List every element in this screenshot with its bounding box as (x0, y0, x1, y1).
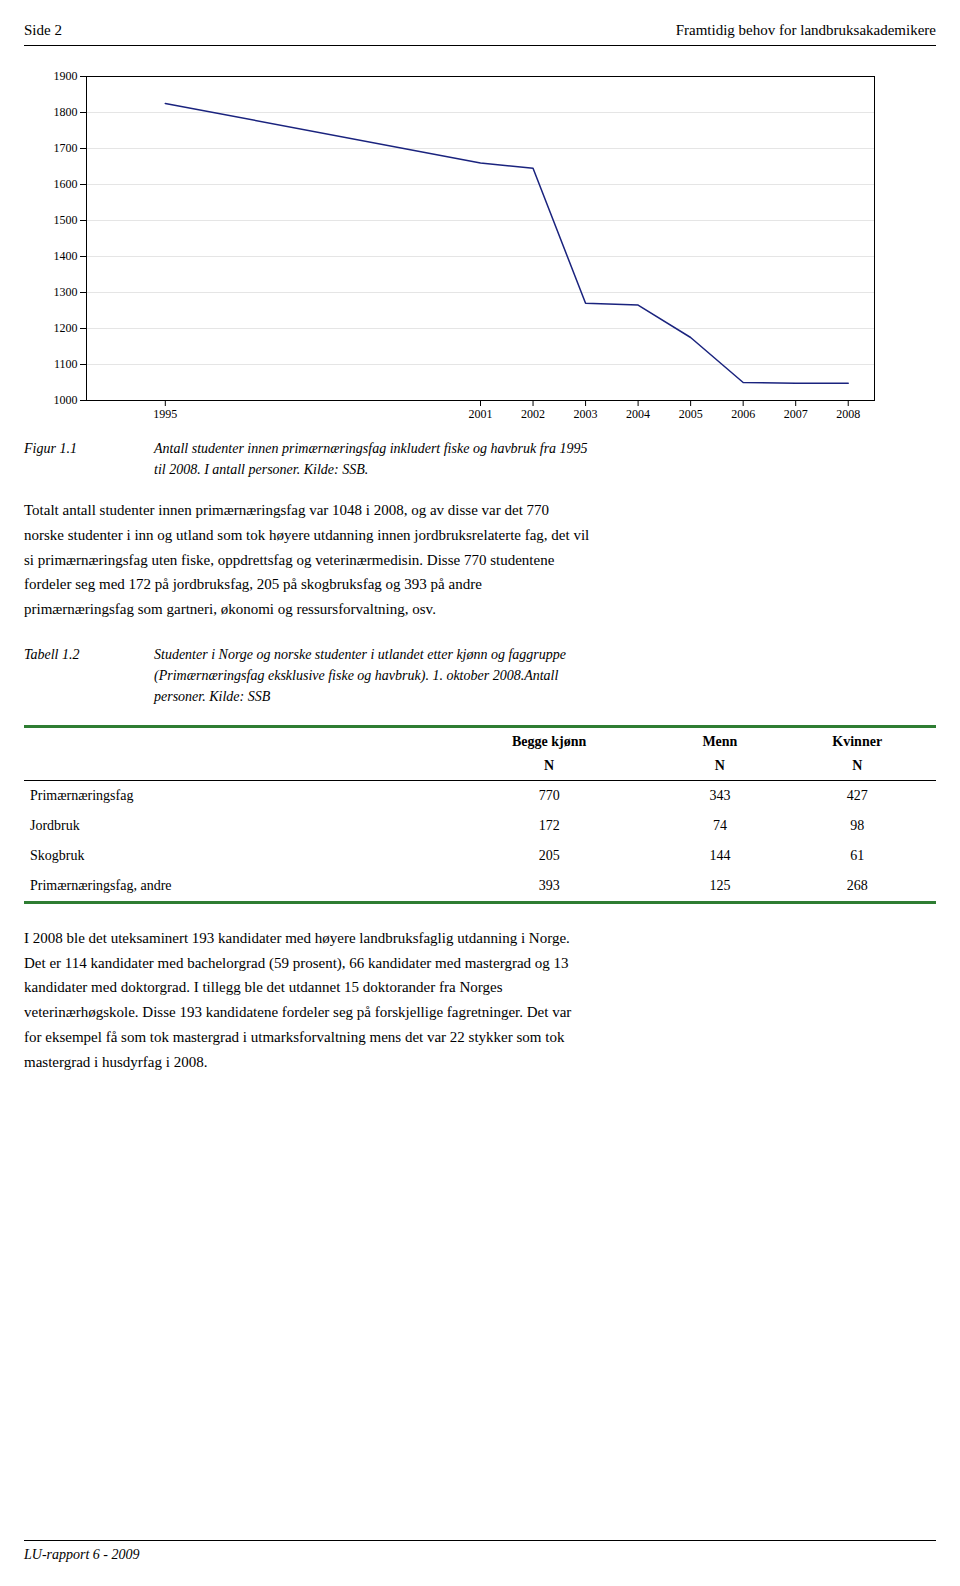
html-text:N: N (714, 757, 725, 773)
html-text:Studenter i Norge og norske st: Studenter i Norge og norske studenter i … (154, 646, 566, 704)
html-text:LU-rapport 6 - 2009: LU-rapport 6 - 2009 (24, 1547, 140, 1562)
svg-text:1800: 1800 (54, 105, 78, 119)
html-text:Totalt antall studenter innen: Totalt antall studenter innen primærnæri… (24, 502, 590, 617)
html-text:98: 98 (850, 817, 865, 833)
html-text:Side 2: Side 2 (24, 22, 62, 38)
svg-text:2006: 2006 (731, 407, 755, 421)
svg-text:1300: 1300 (54, 285, 78, 299)
svg-text:2008: 2008 (836, 407, 860, 421)
svg-text:1100: 1100 (54, 357, 78, 371)
svg-text:1700: 1700 (54, 141, 78, 155)
html-text:N: N (544, 757, 555, 773)
svg-text:2001: 2001 (469, 407, 493, 421)
svg-text:2005: 2005 (679, 407, 703, 421)
html-text:Primærnæringsfag, andre: Primærnæringsfag, andre (30, 877, 172, 893)
html-text:770: 770 (538, 787, 560, 803)
html-text:427: 427 (846, 787, 868, 803)
html-text:Begge kjønn: Begge kjønn (512, 733, 587, 749)
svg-text:1200: 1200 (54, 321, 78, 335)
html-text:Skogbruk: Skogbruk (30, 847, 85, 863)
html-text:Framtidig behov for landbruksa: Framtidig behov for landbruksakademikere (675, 22, 936, 38)
svg-text:1600: 1600 (54, 177, 78, 191)
svg-text:2004: 2004 (626, 407, 650, 421)
svg-text:2003: 2003 (574, 407, 598, 421)
html-text:N: N (852, 757, 863, 773)
html-text:Tabell 1.2: Tabell 1.2 (24, 646, 80, 662)
html-text:74: 74 (712, 817, 727, 833)
svg-text:1500: 1500 (54, 213, 78, 227)
html-text:Figur 1.1: Figur 1.1 (24, 441, 77, 456)
svg-text:1995: 1995 (153, 407, 177, 421)
html-text:205: 205 (538, 847, 560, 863)
html-text:Jordbruk: Jordbruk (30, 817, 80, 833)
html-text:61: 61 (850, 847, 865, 863)
html-text:125: 125 (709, 877, 731, 893)
html-text:268: 268 (846, 877, 868, 893)
svg-text:1900: 1900 (54, 69, 78, 83)
html-text:Antall studenter innen primærn: Antall studenter innen primærnæringsfag … (154, 441, 588, 477)
html-text:Primærnæringsfag: Primærnæringsfag (30, 787, 134, 803)
svg-text:2002: 2002 (521, 407, 545, 421)
html-text:172: 172 (538, 817, 560, 833)
html-text:I 2008 ble det uteksaminert 19: I 2008 ble det uteksaminert 193 kandidat… (24, 929, 572, 1070)
html-text:393: 393 (538, 877, 560, 893)
html-text:144: 144 (709, 847, 731, 863)
html-text:Kvinner: Kvinner (832, 733, 883, 749)
svg-text:1400: 1400 (54, 249, 78, 263)
html-text:Menn: Menn (702, 733, 738, 749)
svg-text:2007: 2007 (784, 407, 808, 421)
svg-text:1000: 1000 (54, 393, 78, 407)
html-text:343: 343 (709, 787, 731, 803)
